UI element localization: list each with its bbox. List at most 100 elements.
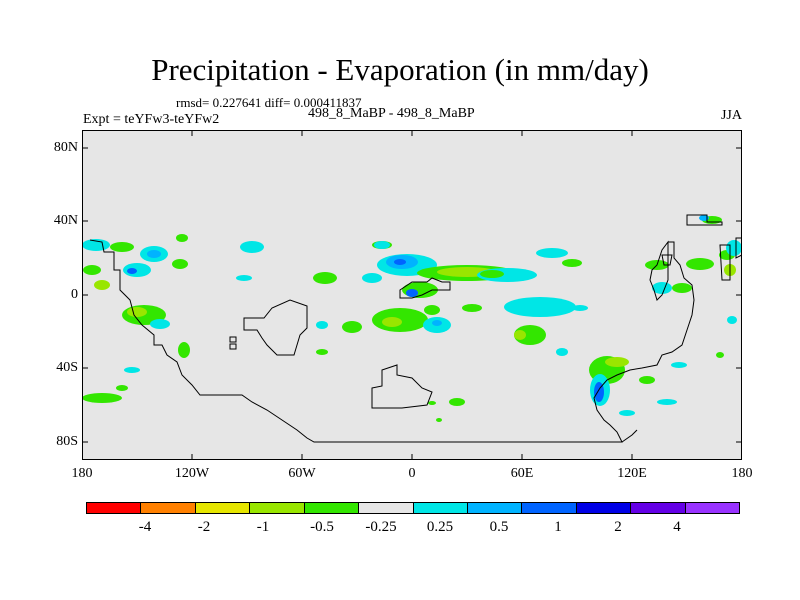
anomaly-blob xyxy=(657,399,677,405)
case-label: 498_8_MaBP - 498_8_MaBP xyxy=(308,106,475,121)
colorbar-swatch xyxy=(467,503,523,513)
colorbar-label: -4 xyxy=(138,519,152,535)
anomaly-blob xyxy=(316,349,328,355)
anomaly-blob xyxy=(94,280,110,290)
map-frame xyxy=(82,130,742,460)
anomaly-blob xyxy=(147,250,161,258)
colorbar-label: 4 xyxy=(673,519,681,535)
anomaly-blob xyxy=(110,242,134,252)
y-tick-label: 80S xyxy=(56,434,78,449)
x-tick-label: 60E xyxy=(510,466,534,481)
colorbar-swatch xyxy=(250,503,305,513)
anomaly-blob xyxy=(727,316,737,324)
colorbar-label: -0.25 xyxy=(365,519,397,535)
colorbar-swatch xyxy=(631,503,686,513)
colorbar-swatch xyxy=(413,503,468,513)
anomaly-blob xyxy=(432,320,442,326)
island-outline xyxy=(229,336,237,343)
anomaly-blob xyxy=(686,258,714,270)
colorbar-label: -2 xyxy=(197,519,211,535)
y-tick-label: 40S xyxy=(56,360,78,375)
anomaly-blob xyxy=(449,398,465,406)
colorbar-swatch xyxy=(685,503,740,513)
anomaly-blob xyxy=(362,273,382,283)
colorbar-label: 0.25 xyxy=(426,519,454,535)
colorbar-swatch xyxy=(576,503,632,513)
anomaly-blob xyxy=(536,248,568,258)
x-tick-label: 180 xyxy=(731,466,753,481)
americas-coastline xyxy=(89,239,695,443)
anomaly-blob xyxy=(504,297,576,317)
anomaly-blob xyxy=(150,319,170,329)
anomaly-blob xyxy=(671,362,687,368)
anomaly-blob xyxy=(240,241,264,253)
anomaly-blob xyxy=(394,259,406,265)
y-tick-label: 80N xyxy=(53,140,78,155)
anomaly-field xyxy=(82,215,742,422)
season-label: JJA xyxy=(720,108,742,123)
x-tick-label: 60W xyxy=(288,466,316,481)
southern-coastline xyxy=(621,429,638,443)
coastlines xyxy=(89,214,742,443)
australia-coastline xyxy=(686,214,723,226)
y-tick-label: 40N xyxy=(53,213,78,228)
anomaly-blob xyxy=(406,289,418,297)
island-outline xyxy=(735,237,742,259)
island-outline xyxy=(661,254,673,266)
anomaly-blob xyxy=(316,321,328,329)
anomaly-blob xyxy=(605,357,629,367)
anomaly-blob xyxy=(313,272,337,284)
anomaly-blob xyxy=(428,401,436,405)
anomaly-blob xyxy=(124,367,140,373)
anomaly-blob xyxy=(716,352,724,358)
anomaly-blob xyxy=(726,240,742,256)
anomaly-blob xyxy=(127,268,137,274)
colorbar-label: 0.5 xyxy=(489,519,509,535)
anomaly-blob xyxy=(82,393,122,403)
anomaly-blob xyxy=(514,325,546,345)
asia-coastline xyxy=(719,244,731,281)
colorbar-swatch xyxy=(359,503,414,513)
anomaly-blob xyxy=(178,342,190,358)
anomaly-blob xyxy=(672,283,692,293)
south-america-coastline xyxy=(243,299,308,356)
anomaly-blob xyxy=(556,348,568,356)
x-tick-label: 180 xyxy=(71,466,93,481)
anomaly-blob xyxy=(374,241,390,249)
anomaly-blob xyxy=(123,263,151,277)
anomaly-blob xyxy=(514,330,526,340)
anomaly-blob xyxy=(382,317,402,327)
chart-title: Precipitation - Evaporation (in mm/day) xyxy=(151,52,649,87)
antarctic-outline xyxy=(371,364,433,409)
africa-coastline xyxy=(399,277,451,299)
colorbar-swatch xyxy=(141,503,196,513)
x-tick-label: 120E xyxy=(617,466,647,481)
colorbar-label: 2 xyxy=(614,519,622,535)
anomaly-blob xyxy=(172,259,188,269)
y-tick-label: 0 xyxy=(71,287,78,302)
experiment-label: Expt = teYFw3-teYFw2 xyxy=(83,112,220,127)
stats-text: rmsd= 0.227641 diff= 0.000411837 xyxy=(176,95,362,110)
anomaly-blob xyxy=(424,305,440,315)
anomaly-blob xyxy=(652,282,672,294)
anomaly-blob xyxy=(127,307,147,317)
anomaly-blob xyxy=(462,304,482,312)
anomaly-blob xyxy=(236,275,252,281)
x-tick-label: 0 xyxy=(408,466,416,481)
anomaly-blob xyxy=(116,385,128,391)
colorbar xyxy=(86,502,740,514)
anomaly-blob xyxy=(562,259,582,267)
anomaly-blob xyxy=(83,265,101,275)
island-outline xyxy=(229,343,237,350)
anomaly-blob xyxy=(176,234,188,242)
colorbar-label: 1 xyxy=(554,519,562,535)
colorbar-swatch xyxy=(304,503,360,513)
map-plot xyxy=(82,130,742,460)
x-tick-label: 120W xyxy=(174,466,210,481)
anomaly-blob xyxy=(639,376,655,384)
colorbar-swatch xyxy=(195,503,251,513)
anomaly-blob xyxy=(436,418,442,422)
anomaly-blob xyxy=(342,321,362,333)
colorbar-label: -0.5 xyxy=(310,519,334,535)
anomaly-blob xyxy=(572,305,588,311)
